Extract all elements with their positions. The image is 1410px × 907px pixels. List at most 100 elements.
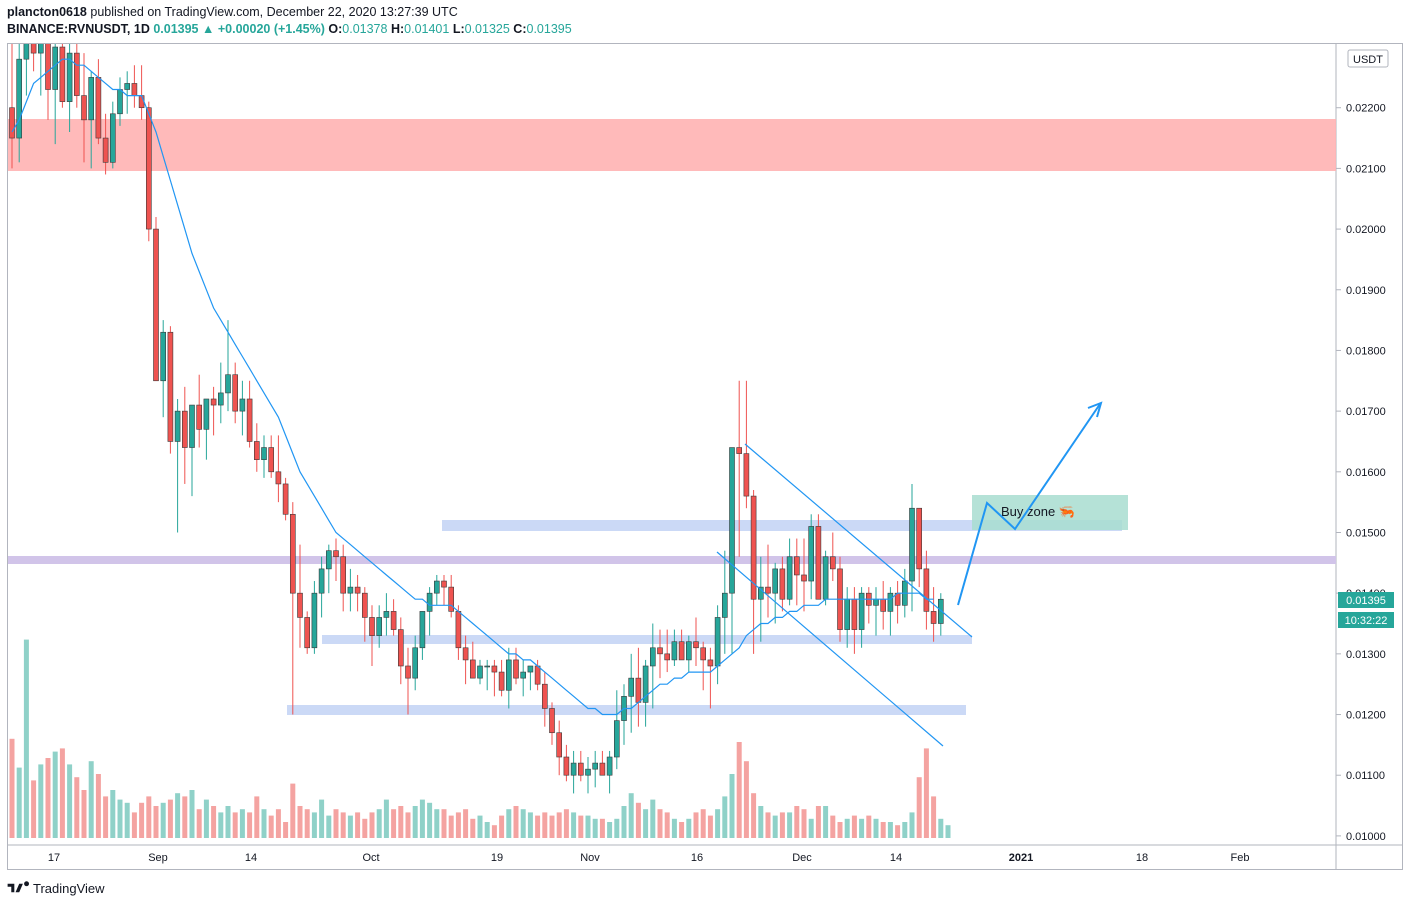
candle[interactable] <box>606 750 613 794</box>
candle[interactable] <box>779 556 786 612</box>
candle[interactable] <box>66 41 73 132</box>
candle[interactable] <box>765 544 771 618</box>
candle[interactable] <box>196 374 202 448</box>
candle[interactable] <box>376 605 383 648</box>
candle[interactable] <box>361 587 368 642</box>
candle[interactable] <box>347 568 354 612</box>
candle[interactable] <box>491 659 498 697</box>
candle[interactable] <box>757 556 764 642</box>
candle[interactable] <box>707 647 714 709</box>
candle[interactable] <box>894 581 901 624</box>
candle[interactable] <box>311 581 318 654</box>
candle[interactable] <box>563 744 570 782</box>
support-zone-upper[interactable] <box>442 520 1122 531</box>
tradingview-brand[interactable]: TradingView <box>33 880 105 896</box>
symbol-name[interactable]: BINANCE:RVNUSDT, 1D <box>7 22 150 36</box>
candle[interactable] <box>930 587 937 642</box>
candle[interactable] <box>124 71 130 114</box>
candle[interactable] <box>354 574 361 612</box>
candle[interactable] <box>383 593 390 636</box>
candle[interactable] <box>333 538 339 582</box>
candle[interactable] <box>916 507 923 588</box>
candle[interactable] <box>873 587 879 636</box>
horizontal-level-purple[interactable] <box>8 556 1336 564</box>
candle[interactable] <box>37 17 44 96</box>
candle[interactable] <box>23 11 30 96</box>
candle[interactable] <box>74 41 80 108</box>
candle[interactable] <box>599 750 606 776</box>
candle[interactable] <box>815 514 822 600</box>
candle[interactable] <box>30 5 37 72</box>
trendline-lower[interactable] <box>716 551 944 747</box>
candle[interactable] <box>808 514 815 600</box>
projection-path[interactable] <box>957 403 1101 606</box>
candle[interactable] <box>225 320 231 412</box>
candle[interactable] <box>138 65 145 120</box>
candle[interactable] <box>88 71 94 169</box>
candle[interactable] <box>405 647 411 715</box>
candle[interactable] <box>261 435 267 478</box>
candle[interactable] <box>484 659 491 691</box>
candle[interactable] <box>505 647 512 709</box>
candle[interactable] <box>390 599 397 636</box>
candle[interactable] <box>678 629 685 661</box>
candle[interactable] <box>254 423 260 472</box>
candle[interactable] <box>822 550 829 606</box>
candle[interactable] <box>858 587 865 648</box>
candle[interactable] <box>117 77 123 126</box>
candle[interactable] <box>923 550 930 630</box>
candle[interactable] <box>786 538 793 606</box>
candle[interactable] <box>95 59 102 145</box>
candle[interactable] <box>613 690 620 770</box>
time-axis[interactable]: 17 Sep 14 Oct 19 Nov 16 Dec 14 2021 18 Feb <box>48 852 1250 864</box>
candle[interactable] <box>527 665 534 691</box>
candle[interactable] <box>182 386 188 484</box>
candle[interactable] <box>232 362 238 424</box>
candle[interactable] <box>880 581 887 630</box>
candle[interactable] <box>498 659 505 697</box>
candle[interactable] <box>297 544 303 648</box>
candle[interactable] <box>239 380 246 436</box>
candle[interactable] <box>772 562 779 624</box>
candle[interactable] <box>642 659 649 727</box>
candle[interactable] <box>102 113 109 175</box>
candle[interactable] <box>81 53 87 163</box>
candle[interactable] <box>16 41 23 163</box>
candle[interactable] <box>585 757 591 794</box>
currency-badge[interactable] <box>1347 49 1389 68</box>
candle[interactable] <box>628 653 635 733</box>
candle[interactable] <box>9 29 15 169</box>
candle[interactable] <box>556 720 563 776</box>
candle[interactable] <box>685 635 692 673</box>
candle[interactable] <box>714 605 721 685</box>
candle[interactable] <box>419 611 426 660</box>
candle[interactable] <box>304 611 311 654</box>
resistance-zone[interactable] <box>8 119 1336 171</box>
candle[interactable] <box>462 635 469 685</box>
candle[interactable] <box>937 593 944 636</box>
candle[interactable] <box>621 684 627 745</box>
candle[interactable] <box>275 435 282 503</box>
trendline-upper[interactable] <box>744 443 973 638</box>
candle[interactable] <box>671 629 678 666</box>
candle[interactable] <box>549 702 555 745</box>
candle[interactable] <box>469 641 476 679</box>
candle[interactable] <box>59 35 66 108</box>
candle[interactable] <box>397 617 404 685</box>
candle[interactable] <box>218 362 224 424</box>
candle[interactable] <box>441 574 447 606</box>
candle[interactable] <box>110 101 116 169</box>
candle[interactable] <box>318 556 325 618</box>
candle[interactable] <box>570 750 577 794</box>
candle[interactable] <box>477 659 483 685</box>
candle[interactable] <box>52 29 59 145</box>
candle[interactable] <box>433 574 440 606</box>
candle[interactable] <box>412 635 419 691</box>
candle[interactable] <box>592 750 599 788</box>
candle[interactable] <box>649 623 656 709</box>
support-zone-middle[interactable] <box>322 635 972 644</box>
candle[interactable] <box>750 490 757 654</box>
candle[interactable] <box>153 216 159 382</box>
price-axis[interactable]: USDT 0.02200 0.02100 0.02000 0.01900 0.01800… <box>1336 49 1389 843</box>
